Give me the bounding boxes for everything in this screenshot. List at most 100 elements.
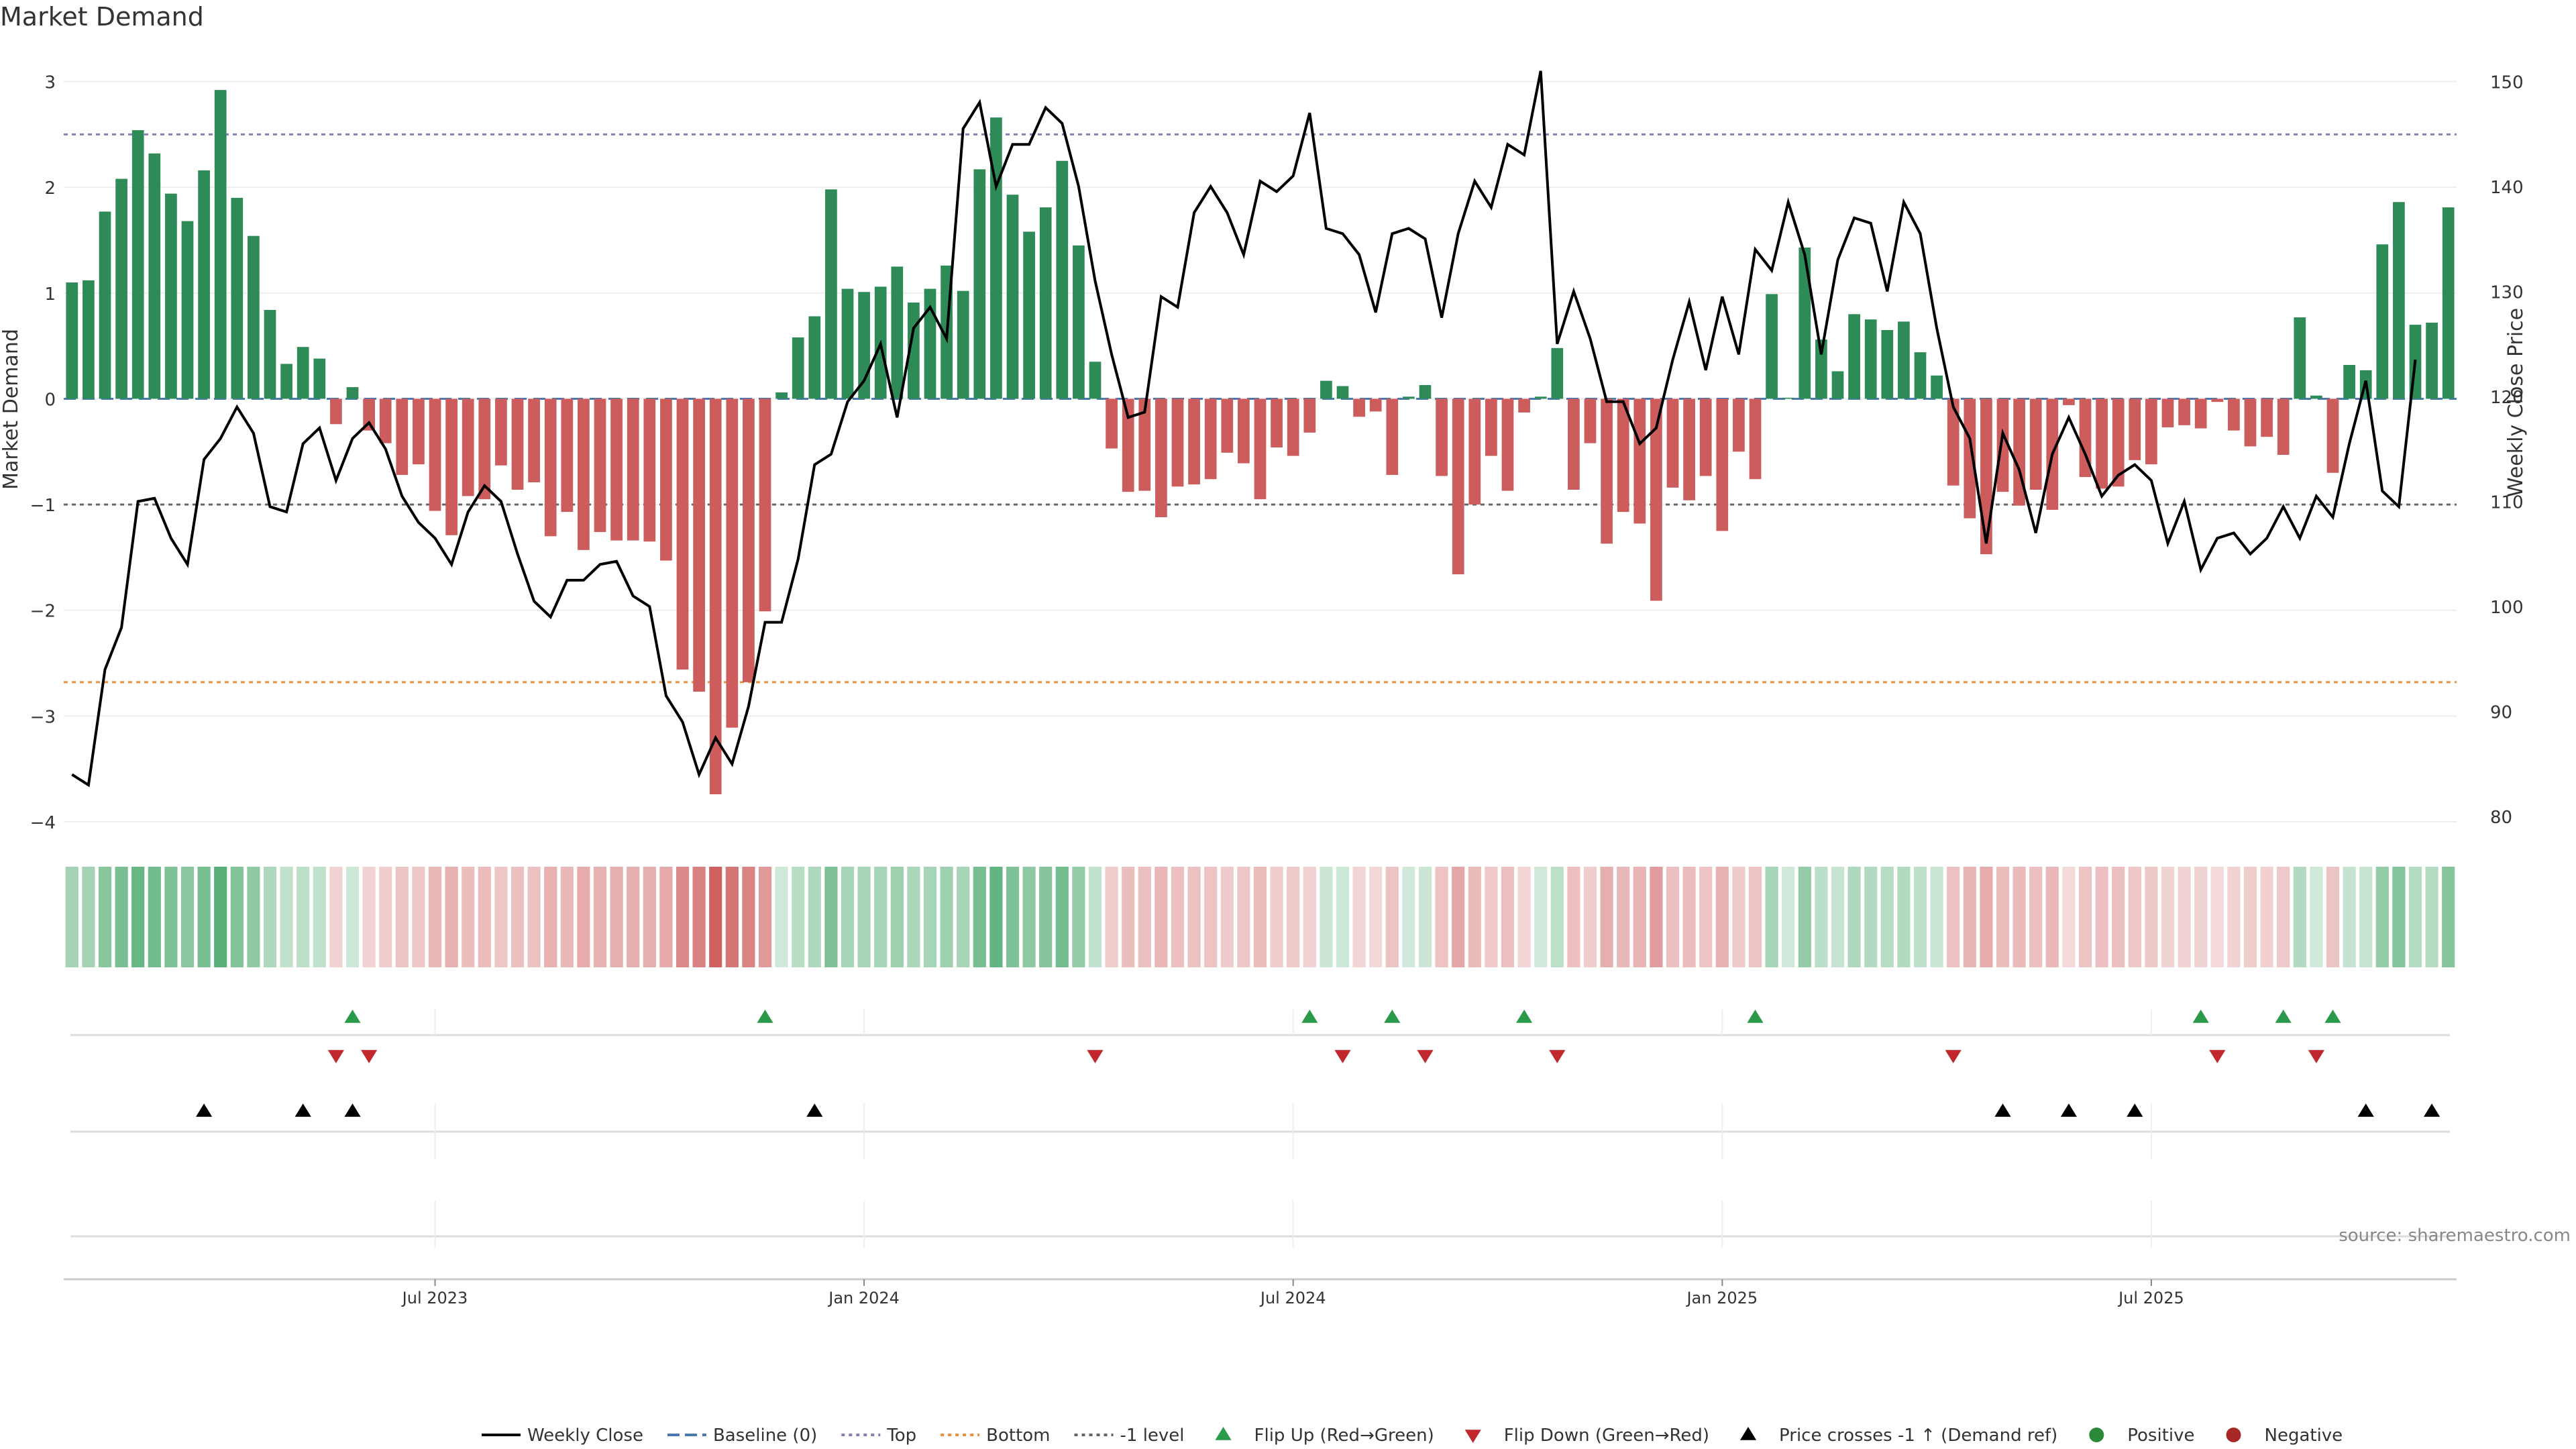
demand-bar [2112,398,2125,487]
strip-cell [1055,867,1069,967]
strip-cell [627,867,640,967]
strip-cell [214,867,227,967]
demand-bar [1436,398,1448,476]
demand-bar [808,316,821,399]
demand-bar [1650,398,1662,601]
demand-bar [1204,398,1217,480]
strip-cell [527,867,541,967]
strip-cell [676,867,690,967]
left-tick-label: 2 [44,178,56,199]
strip-cell [428,867,442,967]
strip-cell [808,867,821,967]
demand-bar [445,398,458,535]
strip-cell [511,867,525,967]
strip-cell [2343,867,2356,967]
demand-bar [2194,398,2207,429]
flip-down-marker [1087,1050,1104,1063]
strip-cell [560,867,574,967]
demand-bar [1568,398,1580,490]
strip-cell [2425,867,2438,967]
strip-cell [1039,867,1053,967]
demand-bar [1551,347,1564,399]
flip-up-marker [1384,1010,1401,1023]
strip-cell [2408,867,2422,967]
legend-item: Top [841,1426,916,1446]
x-tick-label: Jul 2023 [401,1289,468,1307]
price-cross-marker [806,1104,823,1117]
demand-bar [297,347,309,399]
demand-bar [1336,386,1349,399]
strip-cell [890,867,904,967]
legend-label: Negative [2265,1426,2343,1446]
strip-cell [2178,867,2191,967]
source-note: source: sharemaestro.com [2339,1226,2571,1246]
demand-bar [676,398,689,669]
price-cross-marker [294,1104,311,1117]
strip-cell [1105,867,1118,967]
demand-bar [743,398,755,682]
demand-bar [115,178,127,399]
demand-bar [1683,398,1695,500]
strip-cell [1732,867,1746,967]
strip-cell [1666,867,1680,967]
strip-cell [2326,867,2340,967]
strip-cell [462,867,475,967]
demand-bar [908,302,920,399]
demand-bar [1815,339,1827,399]
price-cross-marker [196,1104,213,1117]
strip-cell [1303,867,1316,967]
price-cross-markers [196,1104,2440,1117]
demand-bar [330,398,342,425]
demand-bar [1320,380,1332,399]
intensity-strip [65,867,2455,967]
demand-bar [1468,398,1481,505]
strip-cell [1452,867,1465,967]
legend-label: Bottom [986,1426,1050,1446]
strip-cell [1402,867,1415,967]
strip-cell [1600,867,1613,967]
demand-bar [346,387,359,399]
legend-item: Positive [2089,1426,2195,1446]
right-tick-label: 100 [2490,598,2524,618]
flip-up-markers [344,1010,2341,1023]
demand-bar [2310,395,2322,399]
strip-cell [1748,867,1762,967]
strip-cell [1798,867,1811,967]
strip-cell [577,867,590,967]
price-cross-marker [344,1104,361,1117]
strip-cell [82,867,95,967]
demand-bar [825,189,837,399]
strip-cell [1122,867,1135,967]
strip-cell [824,867,838,967]
strip-cell [1996,867,2010,967]
strip-cell [1567,867,1580,967]
demand-bar [1369,398,1382,412]
strip-cell [1220,867,1234,967]
demand-bar [610,398,623,541]
strip-cell [345,867,360,967]
strip-cell [1782,867,1795,967]
demand-bar [2096,398,2108,489]
strip-cell [1880,867,1894,967]
demand-bar [2393,202,2405,399]
demand-bar [578,398,590,550]
legend-swatch [1464,1430,1481,1443]
strip-cell [692,867,706,967]
strip-cell [2145,867,2158,967]
x-tick-label: Jan 2025 [1685,1289,1758,1307]
demand-bar [2129,398,2141,460]
strip-cell [2095,867,2108,967]
strip-cell [1847,867,1861,967]
strip-cell [1204,867,1218,967]
strip-cell [280,867,293,967]
demand-bar [83,280,95,399]
right-tick-label: 120 [2490,388,2524,408]
flip-down-marker [1417,1050,1434,1063]
flip-up-marker [2324,1010,2341,1023]
strip-cell [2045,867,2059,967]
demand-bar [231,197,244,399]
strip-cell [1682,867,1696,967]
demand-bar [1534,396,1547,399]
demand-bar [891,266,904,399]
demand-bar [544,398,557,537]
